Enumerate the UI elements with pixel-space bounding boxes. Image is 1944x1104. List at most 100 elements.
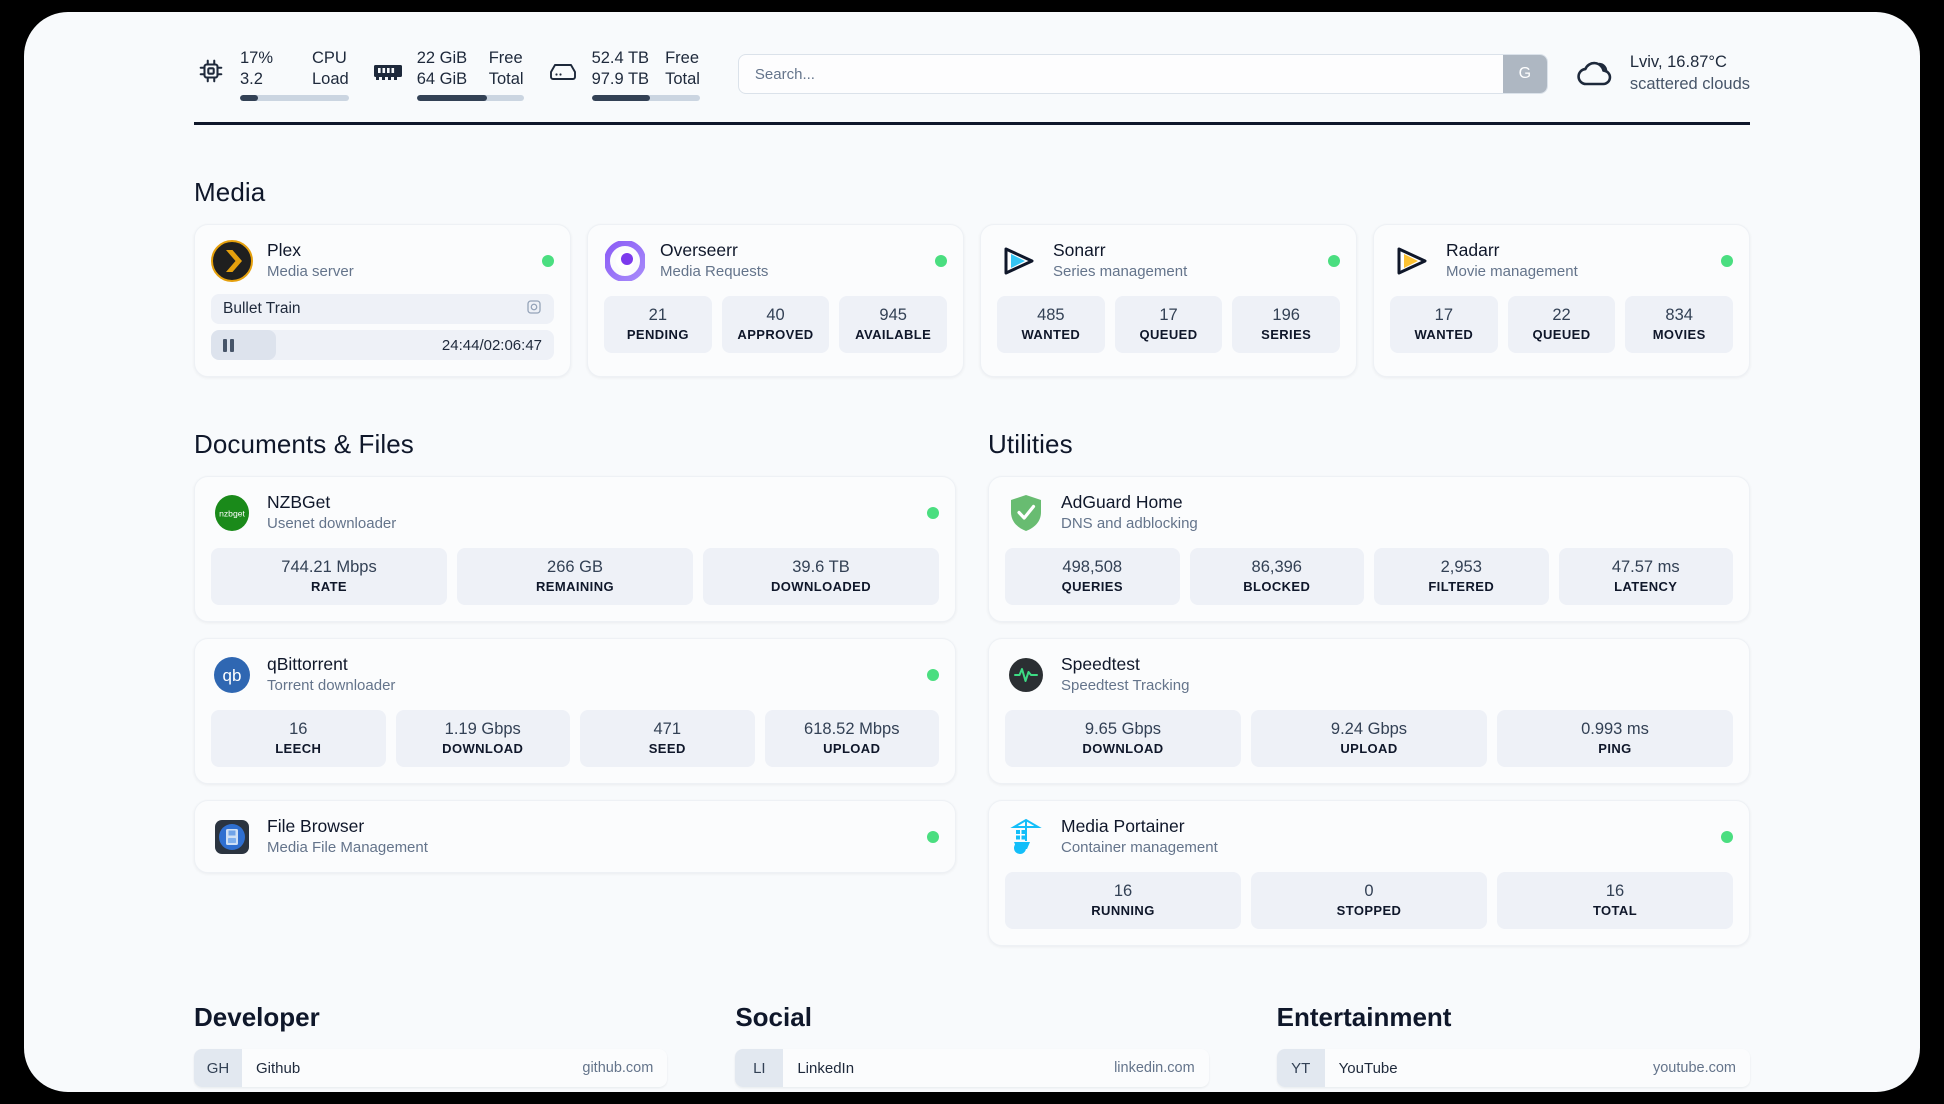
cloud-icon bbox=[1574, 57, 1616, 89]
weather-widget: Lviv, 16.87°C scattered clouds bbox=[1574, 52, 1750, 94]
card-description: Series management bbox=[1053, 263, 1188, 280]
stat-tile-label: UPLOAD bbox=[1340, 741, 1398, 756]
stat-tile-value: 744.21 Mbps bbox=[281, 558, 377, 576]
playback-progress[interactable]: 24:44/02:06:47 bbox=[211, 330, 554, 360]
card-stats-row: 498,508 QUERIES 86,396 BLOCKED 2,953 FIL… bbox=[1005, 548, 1733, 605]
service-card-qbittorrent[interactable]: qb qBittorrent Torrent downloader bbox=[194, 638, 956, 784]
stat-cpu-body: 17% 3.2 CPU Load bbox=[240, 48, 349, 101]
service-card-radarr[interactable]: Radarr Movie management 17 WANTED 22 QUE… bbox=[1373, 224, 1750, 377]
main-content: Media Plex Media server bbox=[24, 177, 1920, 1092]
status-dot bbox=[935, 254, 947, 267]
stat-tile-value: 9.24 Gbps bbox=[1330, 720, 1408, 738]
stat-tile: 0.993 ms PING bbox=[1497, 710, 1733, 767]
card-titles: AdGuard Home DNS and adblocking bbox=[1061, 491, 1733, 534]
service-card-sonarr[interactable]: Sonarr Series management 485 WANTED 17 Q… bbox=[980, 224, 1357, 377]
stat-tile: 471 SEED bbox=[580, 710, 755, 767]
bookmark-badge: LI bbox=[735, 1049, 784, 1087]
bookmark-group-title: Developer bbox=[194, 1002, 320, 1032]
stat-tile-label: TOTAL bbox=[1592, 903, 1638, 918]
stat-tile-value: 498,508 bbox=[1062, 558, 1123, 576]
stat-tile-label: BLOCKED bbox=[1243, 579, 1311, 594]
header: 17% 3.2 CPU Load bbox=[24, 12, 1920, 106]
pause-icon[interactable] bbox=[223, 338, 234, 352]
bookmark-item-linkedin[interactable]: LI LinkedIn linkedin.com bbox=[735, 1049, 1209, 1087]
stat-tile-value: 0 bbox=[1364, 882, 1374, 900]
stat-tile-label: RATE bbox=[310, 579, 348, 594]
card-titles: Sonarr Series management bbox=[1053, 239, 1314, 282]
card-titles: Speedtest Speedtest Tracking bbox=[1061, 653, 1733, 696]
card-header: nzbget NZBGet Usenet downloader bbox=[211, 491, 939, 534]
card-titles: Radarr Movie management bbox=[1446, 239, 1707, 282]
service-card-adguard-home[interactable]: AdGuard Home DNS and adblocking 498,508 … bbox=[988, 476, 1750, 622]
status-dot bbox=[927, 830, 939, 843]
bookmark-list: YT YouTube youtube.com NF Netflix netfli… bbox=[1276, 1049, 1750, 1092]
card-name: NZBGet bbox=[267, 492, 331, 512]
stat-tile-value: 9.65 Gbps bbox=[1084, 720, 1162, 738]
bookmark-name: LinkedIn bbox=[797, 1059, 855, 1077]
card-stats-row: 16 LEECH 1.19 Gbps DOWNLOAD 471 SEED bbox=[211, 710, 939, 767]
card-name: Speedtest bbox=[1061, 654, 1140, 674]
section-title-utilities: Utilities bbox=[988, 429, 1073, 459]
stat-tile: 17 QUEUED bbox=[1114, 296, 1223, 353]
search-box[interactable]: G bbox=[737, 54, 1548, 94]
stat-tile-label: MOVIES bbox=[1652, 327, 1706, 342]
service-card-overseerr[interactable]: Overseerr Media Requests 21 PENDING 40 A… bbox=[587, 224, 964, 377]
bookmark-name: YouTube bbox=[1338, 1059, 1398, 1077]
cast-icon[interactable] bbox=[526, 299, 542, 320]
card-description: Usenet downloader bbox=[267, 515, 397, 532]
stat-tile-label: DOWNLOAD bbox=[442, 741, 524, 756]
cpu-usage-fill bbox=[240, 94, 259, 101]
service-card-file-browser[interactable]: File Browser Media File Management bbox=[194, 800, 956, 873]
card-description: DNS and adblocking bbox=[1061, 515, 1198, 532]
stat-tile-value: 21 bbox=[648, 306, 668, 324]
service-card-plex[interactable]: Plex Media server Bullet Train bbox=[194, 224, 571, 377]
stat-tile-value: 17 bbox=[1159, 306, 1178, 324]
card-description: Container management bbox=[1061, 839, 1218, 856]
status-dot bbox=[1721, 254, 1733, 267]
weather-text: Lviv, 16.87°C scattered clouds bbox=[1630, 52, 1750, 94]
stat-tile-label: LATENCY bbox=[1614, 579, 1678, 594]
bookmark-item-github[interactable]: GH Github github.com bbox=[194, 1049, 668, 1087]
memory-usage-bar bbox=[416, 94, 524, 101]
utilities-column: Utilities AdGuard Home bbox=[988, 377, 1750, 946]
now-playing-row[interactable]: Bullet Train bbox=[211, 294, 554, 324]
status-dot bbox=[927, 506, 939, 519]
cpu-usage-bar bbox=[240, 94, 349, 101]
search-engine-button[interactable]: G bbox=[1502, 55, 1547, 93]
stat-memory-body: 22 GiB 64 GiB Free Total bbox=[416, 48, 524, 101]
stat-tile-label: SERIES bbox=[1261, 327, 1312, 342]
memory-label-top: Free bbox=[488, 48, 523, 67]
now-playing-title: Bullet Train bbox=[223, 300, 301, 317]
bookmark-group-entertainment: Entertainment YT YouTube youtube.com NF … bbox=[1276, 1002, 1750, 1092]
radarr-logo-icon bbox=[1390, 240, 1432, 282]
stat-tile-value: 485 bbox=[1037, 306, 1065, 324]
service-card-media-portainer[interactable]: Media Portainer Container management 16 … bbox=[988, 800, 1750, 946]
memory-usage-fill bbox=[416, 94, 488, 101]
stat-tile: 196 SERIES bbox=[1232, 296, 1341, 353]
utilities-card-stack: AdGuard Home DNS and adblocking 498,508 … bbox=[988, 476, 1750, 946]
stat-tile-value: 22 bbox=[1552, 306, 1571, 324]
cpu-label-bottom: Load bbox=[312, 69, 349, 88]
stat-tile-label: FILTERED bbox=[1428, 579, 1495, 594]
card-titles: qBittorrent Torrent downloader bbox=[267, 653, 913, 696]
bookmark-item-youtube[interactable]: YT YouTube youtube.com bbox=[1276, 1049, 1750, 1087]
card-description: Media Requests bbox=[660, 263, 769, 280]
section-title-documents: Documents & Files bbox=[194, 429, 414, 459]
stat-tile: 16 LEECH bbox=[211, 710, 386, 767]
lower-columns: Documents & Files nzbget NZBGet bbox=[194, 377, 1750, 946]
card-header: Sonarr Series management bbox=[997, 239, 1340, 282]
stat-cpu: 17% 3.2 CPU Load bbox=[194, 48, 349, 101]
service-card-nzbget[interactable]: nzbget NZBGet Usenet downloader 74 bbox=[194, 476, 956, 622]
playback-time: 24:44/02:06:47 bbox=[442, 337, 542, 354]
stat-tile-label: PING bbox=[1598, 741, 1632, 756]
cpu-label-top: CPU bbox=[312, 48, 347, 67]
portainer-logo-icon bbox=[1005, 816, 1047, 858]
card-header: qb qBittorrent Torrent downloader bbox=[211, 653, 939, 696]
card-titles: Plex Media server bbox=[267, 239, 528, 282]
service-card-speedtest[interactable]: Speedtest Speedtest Tracking 9.65 Gbps D… bbox=[988, 638, 1750, 784]
stat-tile-label: DOWNLOAD bbox=[1082, 741, 1164, 756]
search-input[interactable] bbox=[738, 55, 1503, 93]
card-description: Media server bbox=[267, 263, 354, 280]
card-header: Plex Media server bbox=[211, 239, 554, 282]
card-name: Radarr bbox=[1446, 240, 1500, 260]
